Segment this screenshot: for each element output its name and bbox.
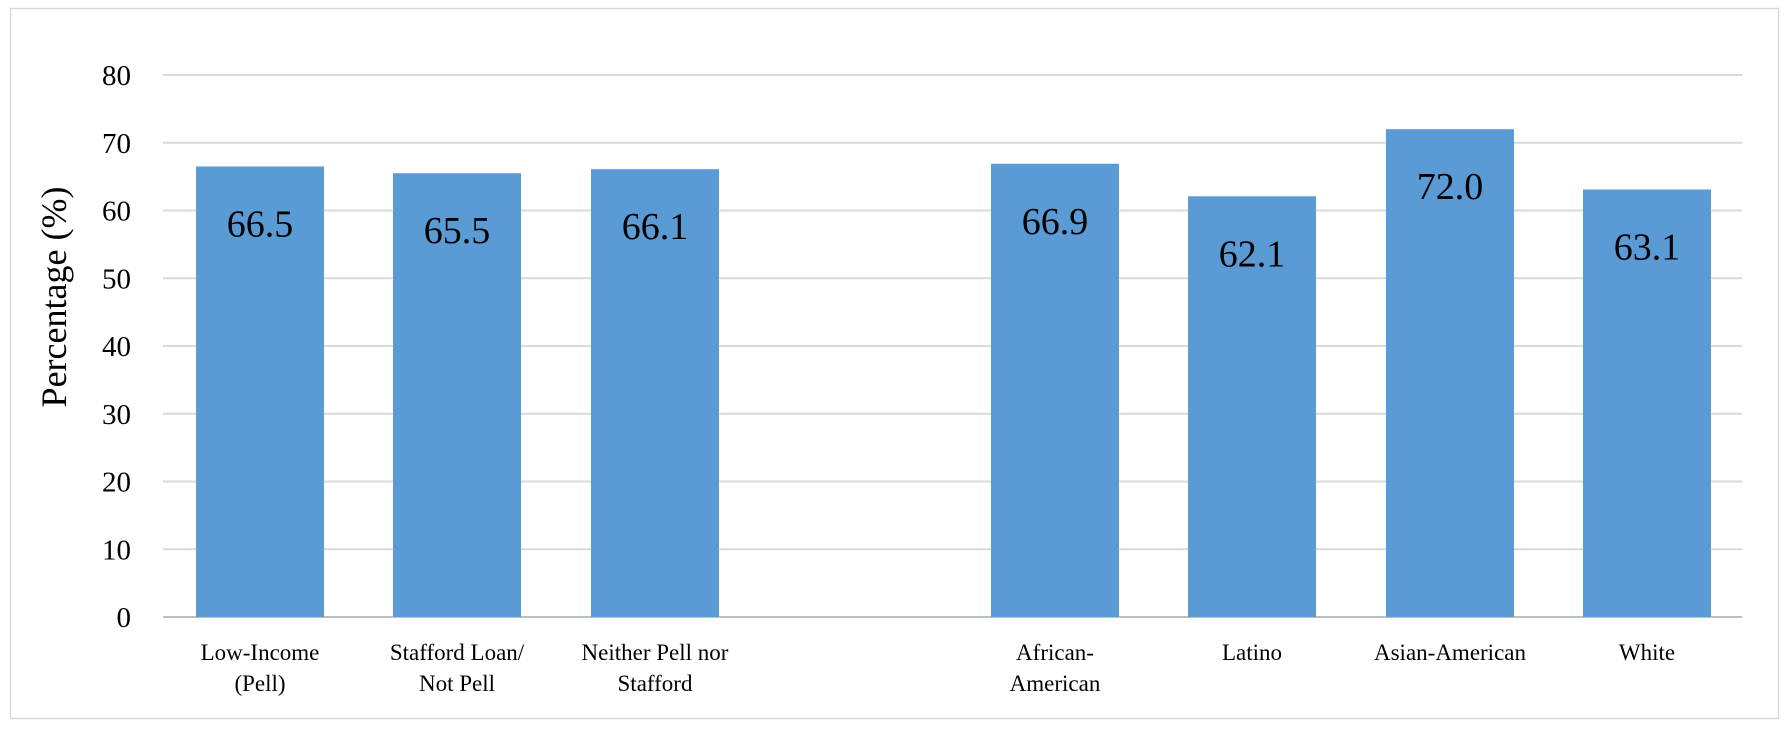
- bar-value-label: 66.5: [227, 203, 294, 245]
- x-axis-categories: Low-Income (Pell) Stafford Loan/Not Pell Ne…: [201, 640, 1676, 696]
- bar-value-label: 62.1: [1219, 233, 1286, 275]
- y-axis-ticks: 0 10 20 30 40 50 60 70 80: [102, 60, 131, 634]
- y-tick-label: 30: [102, 399, 131, 431]
- bar: [991, 163, 1119, 617]
- y-tick-label: 10: [102, 534, 131, 566]
- bars: 66.5 65.5 66.1 66.9 62.1 72.0 63.1: [196, 129, 1711, 618]
- bar-value-label: 72.0: [1417, 166, 1484, 208]
- y-tick-label: 70: [102, 128, 131, 160]
- category-label: American: [1010, 671, 1101, 696]
- bar: [1188, 196, 1316, 617]
- bar-value-label: 66.9: [1022, 201, 1089, 243]
- y-tick-label: 0: [117, 602, 132, 634]
- category-label: Latino: [1222, 640, 1282, 665]
- y-tick-label: 40: [102, 331, 131, 363]
- category-label: White: [1619, 640, 1675, 665]
- y-axis-title: Percentage (%): [34, 187, 74, 408]
- bar-value-label: 65.5: [424, 210, 491, 252]
- bar-value-label: 63.1: [1614, 226, 1681, 268]
- bar: [393, 173, 521, 618]
- y-tick-label: 60: [102, 196, 131, 228]
- y-tick-label: 50: [102, 263, 131, 295]
- category-label: (Pell): [234, 671, 285, 696]
- category-label: African-: [1016, 640, 1094, 665]
- category-label: Not Pell: [419, 671, 495, 696]
- bar-value-label: 66.1: [622, 206, 689, 248]
- category-label: Neither Pell nor: [582, 640, 729, 665]
- category-label: Stafford: [618, 671, 693, 696]
- category-label: Asian-American: [1374, 640, 1526, 665]
- bar: [1386, 129, 1514, 617]
- y-tick-label: 20: [102, 467, 131, 499]
- category-label: Stafford Loan/: [390, 640, 525, 665]
- bar: [591, 169, 719, 618]
- bar: [196, 166, 324, 617]
- category-label: Low-Income: [201, 640, 320, 665]
- y-tick-label: 80: [102, 60, 131, 92]
- bar: [1583, 189, 1711, 617]
